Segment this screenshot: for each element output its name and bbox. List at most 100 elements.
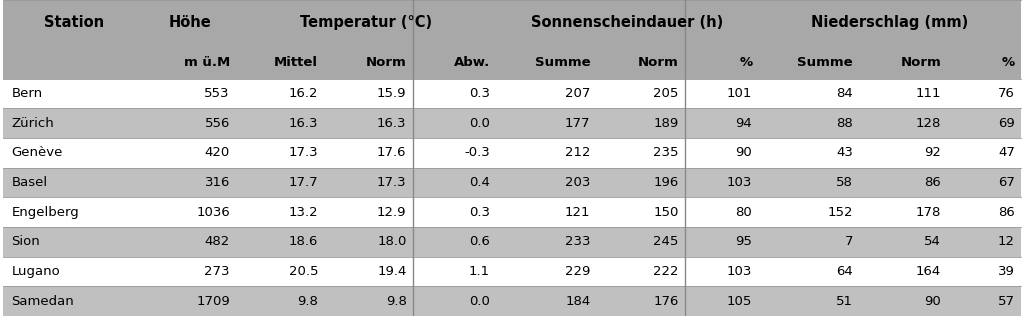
Text: 16.3: 16.3: [289, 117, 318, 130]
Text: 176: 176: [653, 295, 679, 308]
Bar: [3, 257, 1021, 286]
Text: 0.3: 0.3: [469, 206, 489, 219]
Text: 17.7: 17.7: [289, 176, 318, 189]
Text: 196: 196: [653, 176, 679, 189]
Text: Abw.: Abw.: [454, 56, 489, 69]
Text: 245: 245: [653, 235, 679, 248]
Text: 7: 7: [845, 235, 853, 248]
Text: 212: 212: [565, 146, 591, 160]
Text: Norm: Norm: [638, 56, 679, 69]
Text: 47: 47: [998, 146, 1015, 160]
Text: 18.6: 18.6: [289, 235, 318, 248]
Text: 121: 121: [565, 206, 591, 219]
Text: 103: 103: [727, 265, 753, 278]
Text: Mittel: Mittel: [274, 56, 318, 69]
Text: Lugano: Lugano: [11, 265, 60, 278]
Text: 51: 51: [836, 295, 853, 308]
Text: %: %: [1001, 56, 1015, 69]
Text: 1.1: 1.1: [469, 265, 489, 278]
Text: 189: 189: [653, 117, 679, 130]
Text: 15.9: 15.9: [377, 87, 407, 100]
Text: 556: 556: [205, 117, 230, 130]
Text: 17.6: 17.6: [377, 146, 407, 160]
Text: 1036: 1036: [197, 206, 230, 219]
Text: Summe: Summe: [535, 56, 591, 69]
Text: 178: 178: [915, 206, 941, 219]
Bar: [3, 138, 1021, 168]
Text: 80: 80: [735, 206, 753, 219]
Text: 128: 128: [915, 117, 941, 130]
Text: 164: 164: [915, 265, 941, 278]
Text: 233: 233: [565, 235, 591, 248]
Text: 101: 101: [727, 87, 753, 100]
Text: 9.8: 9.8: [297, 295, 318, 308]
Text: 84: 84: [837, 87, 853, 100]
Text: 0.6: 0.6: [469, 235, 489, 248]
Text: 235: 235: [653, 146, 679, 160]
Text: Engelberg: Engelberg: [11, 206, 79, 219]
Bar: [3, 227, 1021, 257]
Text: Zürich: Zürich: [11, 117, 54, 130]
Text: 1709: 1709: [197, 295, 230, 308]
Text: 39: 39: [998, 265, 1015, 278]
Text: 229: 229: [565, 265, 591, 278]
Text: Basel: Basel: [11, 176, 47, 189]
Text: 58: 58: [836, 176, 853, 189]
Text: 43: 43: [836, 146, 853, 160]
Text: 482: 482: [205, 235, 230, 248]
Text: 94: 94: [735, 117, 753, 130]
Text: 222: 222: [653, 265, 679, 278]
Bar: [3, 198, 1021, 227]
Text: 0.0: 0.0: [469, 295, 489, 308]
Text: 420: 420: [205, 146, 230, 160]
Text: Höhe: Höhe: [169, 15, 212, 30]
Text: 13.2: 13.2: [289, 206, 318, 219]
Text: 90: 90: [925, 295, 941, 308]
Text: 0.3: 0.3: [469, 87, 489, 100]
Text: 54: 54: [925, 235, 941, 248]
Text: 16.2: 16.2: [289, 87, 318, 100]
Text: 177: 177: [565, 117, 591, 130]
Text: 103: 103: [727, 176, 753, 189]
Text: 0.4: 0.4: [469, 176, 489, 189]
Text: 76: 76: [998, 87, 1015, 100]
Bar: [3, 46, 1021, 79]
Text: 17.3: 17.3: [377, 176, 407, 189]
Text: Genève: Genève: [11, 146, 62, 160]
Text: 16.3: 16.3: [377, 117, 407, 130]
Text: 18.0: 18.0: [377, 235, 407, 248]
Text: 273: 273: [205, 265, 230, 278]
Text: 95: 95: [735, 235, 753, 248]
Text: 86: 86: [998, 206, 1015, 219]
Text: 12.9: 12.9: [377, 206, 407, 219]
Text: 57: 57: [997, 295, 1015, 308]
Text: Temperatur (°C): Temperatur (°C): [300, 15, 432, 30]
Text: Bern: Bern: [11, 87, 42, 100]
Text: 17.3: 17.3: [289, 146, 318, 160]
Text: 86: 86: [925, 176, 941, 189]
Text: 152: 152: [827, 206, 853, 219]
Text: 88: 88: [837, 117, 853, 130]
Text: 184: 184: [565, 295, 591, 308]
Bar: [3, 286, 1021, 316]
Text: 9.8: 9.8: [386, 295, 407, 308]
Bar: [3, 168, 1021, 198]
Text: 553: 553: [205, 87, 230, 100]
Text: m ü.M: m ü.M: [183, 56, 230, 69]
Text: 69: 69: [998, 117, 1015, 130]
Text: 150: 150: [653, 206, 679, 219]
Text: Norm: Norm: [366, 56, 407, 69]
Text: 90: 90: [735, 146, 753, 160]
Text: 207: 207: [565, 87, 591, 100]
Bar: [3, 79, 1021, 108]
Text: 19.4: 19.4: [377, 265, 407, 278]
Text: Samedan: Samedan: [11, 295, 74, 308]
Text: Station: Station: [44, 15, 103, 30]
Text: 205: 205: [653, 87, 679, 100]
Text: 111: 111: [915, 87, 941, 100]
Text: Norm: Norm: [900, 56, 941, 69]
Text: 203: 203: [565, 176, 591, 189]
Text: 92: 92: [925, 146, 941, 160]
Text: Summe: Summe: [798, 56, 853, 69]
Bar: [3, 108, 1021, 138]
